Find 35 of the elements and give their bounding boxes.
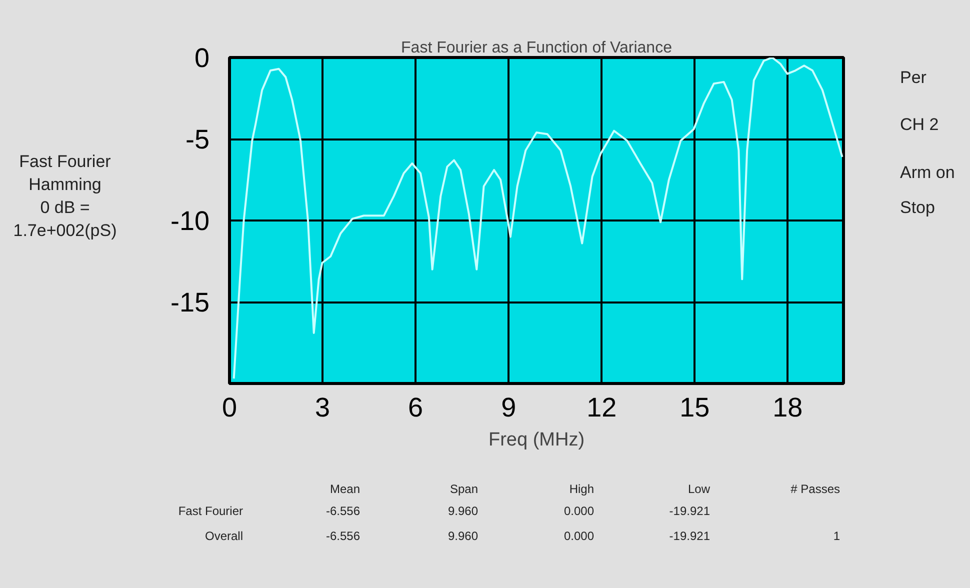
text: -19.921 [669,503,710,520]
text: # Passes [790,481,840,498]
text: Overall [204,528,243,545]
text: Per [900,67,926,89]
y-tick-label: -5 [185,124,210,154]
text: 9.960 [448,503,478,520]
y-tick-label: -10 [170,206,210,236]
text: CH 2 [900,114,939,136]
x-tick-label: 6 [408,392,424,422]
line-series [232,58,844,380]
x-axis-title: Freq (MHz) [488,430,585,450]
text: 1 [833,528,840,545]
y-tick-label: -15 [170,288,210,318]
text: -6.556 [326,528,360,545]
x-tick-label: 0 [222,392,238,422]
text: Arm on [900,162,955,184]
text: Fast Fourier [178,503,243,520]
text: 0.000 [564,528,594,545]
text: -19.921 [669,528,710,545]
text: 0.000 [564,503,594,520]
x-tick-label: 3 [315,392,330,422]
text: Span [450,481,478,498]
text: -6.556 [326,503,360,520]
x-tick-label: 15 [680,392,710,422]
text: Stop [900,197,935,219]
x-tick-label: 12 [586,392,617,422]
x-tick-label: 9 [501,392,516,422]
text: Mean [330,481,360,498]
x-tick-label: 18 [772,392,803,422]
text: Low [688,481,710,498]
y-axis-title: Fast Fourier Hamming 0 dB = 1.7e+002(pS) [12,151,118,242]
text: 9.960 [448,528,478,545]
chart-title: Fast Fourier as a Function of Variance [401,40,672,56]
y-tick-label: 0 [194,43,210,73]
text: High [569,481,594,498]
